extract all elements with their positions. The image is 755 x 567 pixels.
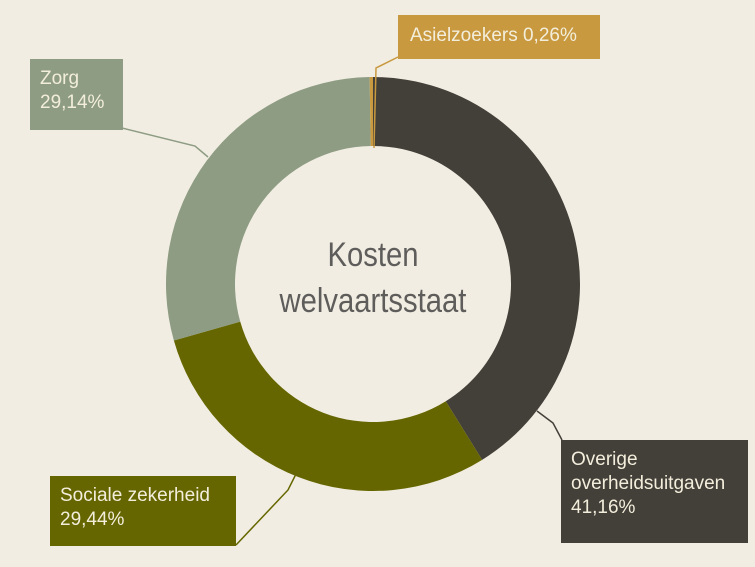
slice-sociale-zekerheid xyxy=(173,321,483,491)
label-overige-overheidsuitgaven: Overige overheidsuitgaven 41,16% xyxy=(561,440,748,543)
label-overige-line2: overheidsuitgaven xyxy=(571,473,726,494)
label-sociale-name: Sociale zekerheid xyxy=(60,485,210,506)
label-overige-line1: Overige xyxy=(571,449,638,470)
label-sociale-zekerheid: Sociale zekerheid 29,44% xyxy=(50,476,236,546)
leader-line-overige xyxy=(536,410,563,441)
slice-zorg xyxy=(166,77,371,341)
slice-asielzoekers xyxy=(369,77,373,147)
center-title-line2: welvaartsstaat xyxy=(279,282,467,320)
leader-line-zorg xyxy=(121,127,209,158)
chart-center-title: Kosten welvaartsstaat xyxy=(253,232,494,324)
label-overige-value: 41,16% xyxy=(571,497,636,518)
leader-line-sociale xyxy=(235,473,297,546)
slice-overige-overheidsuitgaven xyxy=(373,77,580,460)
label-asielzoekers: Asielzoekers 0,26% xyxy=(398,15,600,59)
label-zorg-name: Zorg xyxy=(40,68,80,89)
label-zorg-value: 29,14% xyxy=(40,92,105,113)
center-title-line1: Kosten xyxy=(327,236,419,274)
label-asielzoekers-text: Asielzoekers 0,26% xyxy=(410,25,577,46)
donut-slices xyxy=(166,77,580,491)
label-sociale-value: 29,44% xyxy=(60,509,125,530)
label-zorg: Zorg 29,14% xyxy=(30,59,123,130)
leader-line-asielzoekers xyxy=(373,56,399,149)
